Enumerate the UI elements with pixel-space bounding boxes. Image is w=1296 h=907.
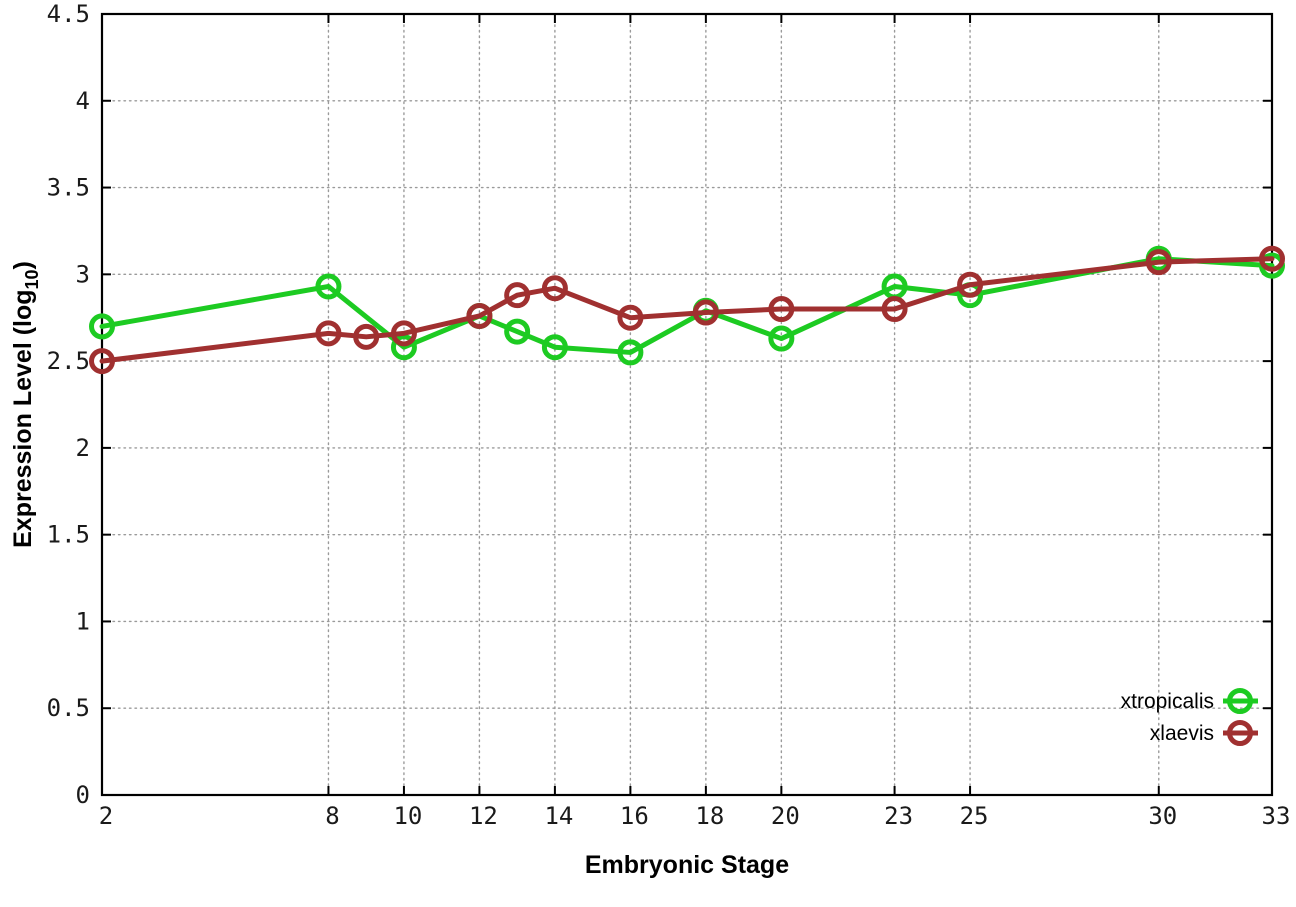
- data-point-xtropicalis: [541, 334, 568, 361]
- data-point-xlaevis: [617, 304, 644, 331]
- data-point-xtropicalis: [617, 339, 644, 366]
- x-tick-label: 20: [771, 802, 800, 830]
- y-tick-label: 3.5: [47, 174, 90, 202]
- plot-border: [100, 12, 1274, 797]
- data-point-xtropicalis: [89, 313, 115, 340]
- data-point-xlaevis: [466, 302, 493, 329]
- data-point-xtropicalis: [504, 318, 531, 345]
- legend-item-xtropicalis: xtropicalis: [1121, 688, 1258, 714]
- y-tick-label: 4.5: [47, 0, 90, 28]
- series-line-xlaevis: [99, 256, 1275, 364]
- x-tick-label: 2: [99, 802, 113, 830]
- data-point-xlaevis: [89, 348, 115, 375]
- legend-label: xlaevis: [1150, 722, 1214, 745]
- x-axis-label: Embryonic Stage: [585, 851, 789, 879]
- x-tick-label: 30: [1148, 802, 1177, 830]
- x-axis-tick-labels: 2 8 10 12 14 16 18 20 23 25 30 33: [99, 802, 1291, 830]
- data-point-xtropicalis: [768, 325, 795, 352]
- legend-item-xlaevis: xlaevis: [1150, 720, 1258, 746]
- data-point-xlaevis: [692, 299, 719, 326]
- y-axis-label: Expression Level (log10): [9, 261, 42, 548]
- data-point-xlaevis: [957, 271, 984, 298]
- x-tick-label: 10: [393, 802, 422, 830]
- x-tick-label: 14: [544, 802, 573, 830]
- x-tick-label: 23: [884, 802, 913, 830]
- y-tick-label: 2.5: [47, 347, 90, 375]
- y-tick-label: 4: [76, 87, 90, 115]
- series-xlaevis: [89, 245, 1285, 375]
- legend-label: xtropicalis: [1121, 690, 1214, 713]
- data-point-xtropicalis: [315, 273, 342, 300]
- data-point-xlaevis: [315, 320, 342, 347]
- data-point-xlaevis: [541, 275, 568, 302]
- y-tick-label: 2: [76, 434, 90, 462]
- x-tick-label: 25: [960, 802, 989, 830]
- y-tick-label: 3: [76, 260, 90, 288]
- x-tick-label: 8: [325, 802, 339, 830]
- data-point-xlaevis: [881, 296, 908, 323]
- data-point-xlaevis: [390, 320, 417, 347]
- x-tick-label: 16: [620, 802, 649, 830]
- data-point-xlaevis: [1145, 249, 1172, 276]
- y-axis-tick-labels: 0 0.5 1 1.5 2 2.5 3 3.5 4 4.5: [47, 0, 90, 809]
- data-point-xlaevis: [504, 282, 531, 309]
- y-tick-label: 0.5: [47, 694, 90, 722]
- x-tick-label: 12: [469, 802, 498, 830]
- legend: xtropicalis xlaevis: [1121, 688, 1258, 746]
- data-point-xlaevis: [353, 323, 380, 350]
- x-tick-label: 18: [695, 802, 724, 830]
- y-tick-label: 1.5: [47, 521, 90, 549]
- data-point-xtropicalis: [390, 334, 417, 361]
- legend-marker-icon: [1227, 720, 1253, 746]
- y-tick-label: 0: [76, 781, 90, 809]
- data-point-xlaevis: [1259, 245, 1285, 272]
- y-tick-label: 1: [76, 607, 90, 635]
- data-point-xlaevis: [768, 296, 795, 323]
- x-tick-label: 33: [1262, 802, 1291, 830]
- legend-marker-icon: [1227, 688, 1253, 714]
